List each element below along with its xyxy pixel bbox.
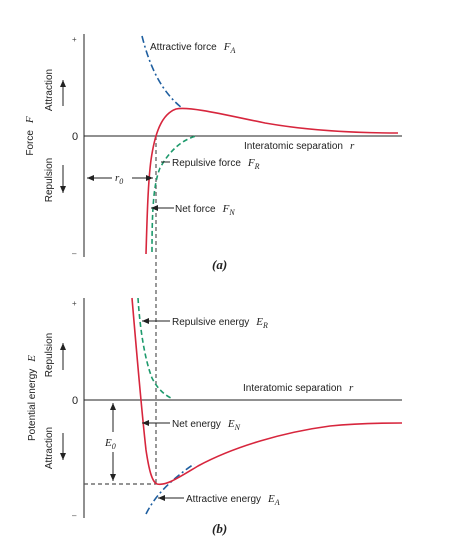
force-panel-caption: (a) xyxy=(212,257,227,272)
repulsive-force-curve xyxy=(151,135,197,253)
energy-repulsion-label: Repulsion xyxy=(44,333,55,377)
attractive-force-curve xyxy=(141,35,183,109)
e0-label: E0 xyxy=(104,437,116,451)
force-zero-tick: 0 xyxy=(72,131,78,143)
energy-panel: + 0 – Potential energy E Repulsion Attra… xyxy=(22,262,403,536)
energy-axis-title: Potential energy E xyxy=(22,355,39,441)
svg-text:Force F: Force F xyxy=(20,116,37,156)
energy-plus-tick: + xyxy=(72,299,77,308)
net-force-label: Net force FN xyxy=(175,199,235,217)
force-x-axis-label: Interatomic separation r xyxy=(244,136,355,153)
attractive-energy-curve xyxy=(145,463,195,515)
force-axis-title: Force F xyxy=(20,116,37,156)
repulsive-force-label: Repulsive force FR xyxy=(172,153,260,171)
force-panel: + 0 – Force F Attraction Repulsion Attra… xyxy=(20,34,402,272)
energy-zero-tick: 0 xyxy=(72,395,78,407)
r0-label: r0 xyxy=(115,172,123,186)
force-attraction-label: Attraction xyxy=(44,69,55,111)
attractive-energy-label: Attractive energy EA xyxy=(186,489,280,507)
force-plus-tick: + xyxy=(72,35,77,44)
energy-x-axis-label: Interatomic separation r xyxy=(243,378,354,395)
net-energy-label: Net energy EN xyxy=(172,414,241,432)
svg-text:Repulsion: Repulsion xyxy=(44,158,55,202)
energy-panel-caption: (b) xyxy=(212,521,227,536)
net-force-curve xyxy=(145,107,399,255)
attractive-force-label: Attractive force FA xyxy=(150,37,235,55)
svg-text:Potential energy E: Potential energy E xyxy=(22,355,39,441)
force-minus-tick: – xyxy=(72,249,77,258)
force-repulsion-label: Repulsion xyxy=(44,158,55,202)
repulsive-energy-label: Repulsive energy ER xyxy=(172,312,268,330)
svg-text:Attraction: Attraction xyxy=(44,69,55,111)
energy-minus-tick: – xyxy=(72,511,77,520)
net-energy-curve xyxy=(131,297,403,486)
svg-text:Attraction: Attraction xyxy=(44,427,55,469)
energy-attraction-label: Attraction xyxy=(44,427,55,469)
svg-text:Repulsion: Repulsion xyxy=(44,333,55,377)
repulsive-energy-curve xyxy=(137,297,174,400)
